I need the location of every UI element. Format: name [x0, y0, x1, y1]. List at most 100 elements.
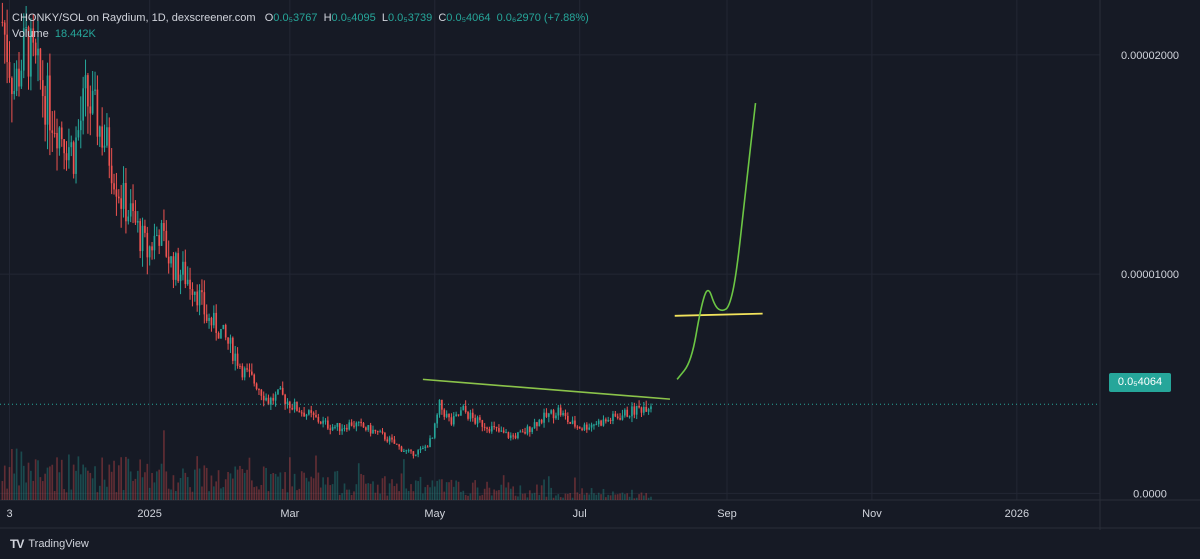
candle-body	[262, 395, 265, 401]
volume-bar	[483, 488, 486, 500]
volume-bar	[474, 480, 476, 500]
candle-body	[469, 412, 472, 419]
volume-bar	[476, 487, 479, 500]
candle-body	[455, 414, 457, 417]
volume-bar	[39, 477, 42, 500]
candle-body	[120, 198, 122, 209]
candle-body	[524, 431, 526, 434]
volume-bar	[538, 494, 541, 500]
volume-bar	[279, 472, 282, 500]
candle-body	[319, 421, 322, 424]
candle-body	[258, 389, 260, 391]
candle-body	[60, 127, 63, 140]
volume-bar	[25, 482, 27, 500]
volume-bar	[614, 494, 617, 500]
candle-body	[84, 75, 87, 89]
candle-body	[550, 410, 553, 414]
volume-bar	[635, 497, 638, 500]
volume-bar	[286, 492, 289, 500]
candle-body	[270, 397, 272, 405]
candle-body	[98, 126, 101, 137]
candle-body	[75, 137, 77, 174]
volume-bar	[455, 480, 457, 500]
last-price-badge: 0.0₅4064	[1109, 373, 1171, 392]
candle-body	[106, 127, 108, 146]
volume-legend: Volume 18.442K	[12, 27, 96, 41]
volume-bar	[341, 493, 343, 500]
volume-bar	[324, 484, 327, 500]
volume-bar	[127, 458, 130, 500]
symbol-title[interactable]: CHONKY/SOL on Raydium, 1D, dexscreener.c…	[12, 12, 256, 24]
volume-bar	[495, 490, 498, 500]
volume-bar	[405, 488, 408, 500]
candle-body	[298, 410, 301, 413]
volume-bar	[6, 488, 8, 500]
candle-body	[129, 203, 132, 217]
candle-body	[136, 221, 139, 223]
volume-bar	[605, 497, 607, 500]
candle-body	[562, 412, 564, 416]
close-value: 0.0₅4064	[446, 12, 491, 24]
volume-bar	[198, 468, 201, 500]
volume-bars	[1, 430, 652, 500]
volume-bar	[160, 463, 163, 500]
candle-body	[236, 353, 239, 366]
volume-bar	[231, 478, 234, 500]
candle-body	[186, 279, 189, 285]
candle-body	[626, 409, 629, 417]
volume-bar	[53, 490, 56, 500]
volume-bar	[467, 495, 469, 500]
volume-bar	[184, 472, 187, 500]
candle-body	[514, 435, 517, 439]
candle-body	[308, 410, 310, 415]
candle-body	[312, 412, 315, 416]
volume-bar	[381, 478, 384, 500]
candle-body	[574, 420, 576, 427]
candle-body	[640, 407, 643, 413]
candle-body	[638, 405, 640, 408]
candle-body	[479, 417, 481, 421]
candle-body	[196, 291, 199, 306]
candle-body	[374, 429, 377, 432]
tradingview-branding[interactable]: TV TradingView	[10, 537, 89, 551]
candle-body	[101, 126, 103, 148]
candle-body	[205, 314, 208, 321]
volume-bar	[227, 471, 229, 500]
volume-bar	[201, 486, 203, 500]
candle-body	[203, 292, 206, 315]
candle-body	[148, 246, 151, 258]
candle-body	[222, 324, 225, 330]
candle-body	[58, 127, 61, 149]
candle-body	[122, 183, 125, 209]
volume-bar	[393, 486, 396, 500]
volume-bar	[165, 471, 168, 500]
candle-body	[144, 225, 146, 233]
candle-body	[398, 444, 400, 447]
candle-body	[481, 420, 484, 427]
volume-bar	[117, 465, 120, 500]
volume-bar	[94, 466, 96, 500]
volume-bar	[196, 456, 199, 500]
y-tick-label: 0.00001000	[1121, 269, 1179, 281]
volume-bar	[18, 485, 20, 500]
candle-body	[346, 427, 348, 430]
volume-bar	[367, 483, 370, 500]
candle-body	[445, 413, 448, 417]
volume-bar	[129, 471, 132, 500]
volume-bar	[177, 482, 180, 500]
candle-body	[448, 413, 450, 418]
candle-body	[612, 413, 614, 421]
candle-body	[376, 431, 379, 433]
x-tick-label: 2026	[1005, 508, 1029, 520]
high-value: 0.0₅4095	[331, 12, 376, 24]
volume-bar	[540, 485, 543, 500]
volume-bar	[208, 491, 210, 500]
candle-body	[509, 435, 512, 438]
volume-bar	[284, 472, 286, 500]
grid-lines	[0, 0, 1200, 530]
volume-bar	[37, 460, 39, 500]
candle-body	[167, 256, 170, 264]
x-tick-label: Sep	[717, 508, 737, 520]
